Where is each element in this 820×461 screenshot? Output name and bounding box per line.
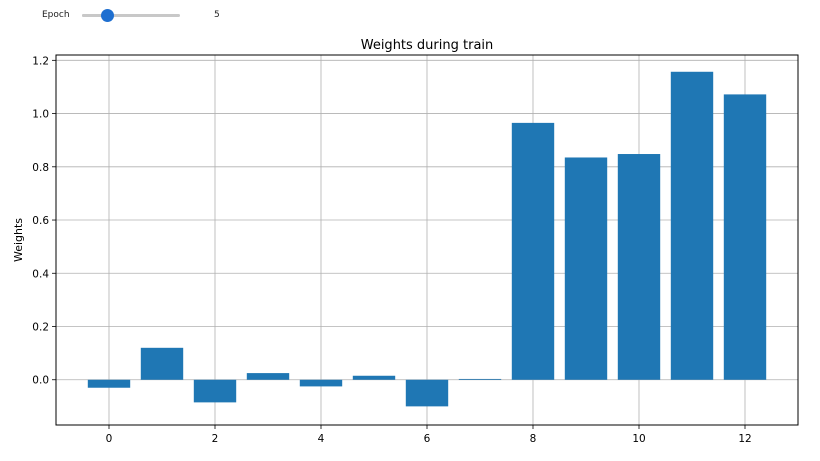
bar <box>458 378 502 380</box>
x-tick-label: 0 <box>106 433 113 445</box>
chart-title: Weights during train <box>361 38 494 53</box>
bar <box>723 94 767 380</box>
bar <box>670 71 714 380</box>
bar <box>352 375 396 380</box>
bar <box>511 122 555 380</box>
y-tick-label: 0.4 <box>32 268 49 280</box>
y-tick-label: 0.6 <box>32 215 49 227</box>
bar <box>140 347 184 380</box>
x-tick-label: 6 <box>424 433 431 445</box>
y-axis-ticks: 0.0 0.2 0.4 0.6 0.8 1.0 1.2 <box>32 55 56 387</box>
epoch-value: 5 <box>214 10 220 20</box>
epoch-label: Epoch <box>42 10 70 20</box>
bar <box>87 379 131 388</box>
epoch-slider-fill <box>82 14 107 17</box>
x-tick-label: 10 <box>632 433 645 445</box>
epoch-slider-widget: Epoch 5 <box>0 0 260 32</box>
bar <box>299 379 343 387</box>
bar <box>405 379 449 407</box>
y-axis-label: Weights <box>12 218 25 262</box>
y-tick-label: 1.0 <box>32 109 49 121</box>
y-tick-label: 0.0 <box>32 375 49 387</box>
x-tick-label: 12 <box>738 433 751 445</box>
bar <box>246 373 290 380</box>
bars <box>87 71 767 407</box>
epoch-slider-track[interactable] <box>82 14 180 17</box>
y-tick-label: 1.2 <box>32 55 49 67</box>
x-tick-label: 8 <box>530 433 537 445</box>
bar <box>617 154 661 380</box>
x-tick-label: 4 <box>318 433 325 445</box>
bar <box>193 379 237 403</box>
y-tick-label: 0.2 <box>32 322 49 334</box>
epoch-slider-thumb[interactable] <box>100 9 114 22</box>
x-axis-ticks: 0 2 4 6 8 10 12 <box>106 425 752 445</box>
bar <box>564 157 608 380</box>
x-tick-label: 2 <box>212 433 219 445</box>
y-tick-label: 0.8 <box>32 162 49 174</box>
